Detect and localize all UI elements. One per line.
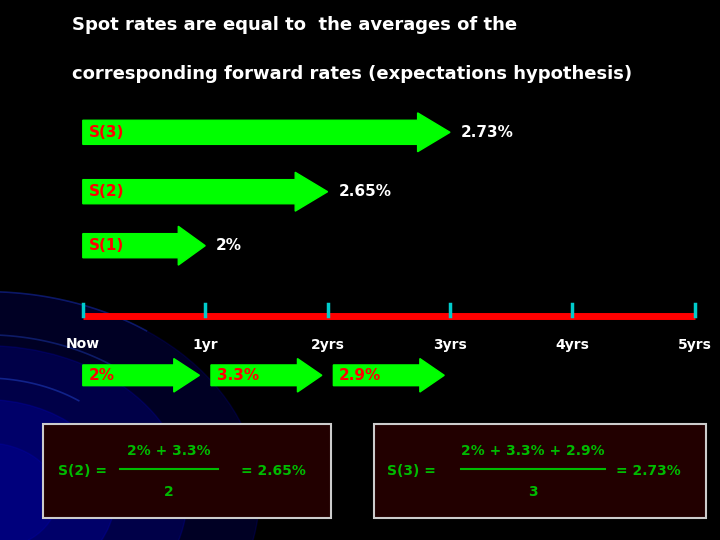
Circle shape bbox=[0, 292, 259, 540]
Circle shape bbox=[0, 400, 115, 540]
FancyArrow shape bbox=[211, 359, 322, 392]
Circle shape bbox=[0, 443, 58, 540]
FancyArrow shape bbox=[83, 113, 450, 152]
Text: S(2) =: S(2) = bbox=[58, 464, 112, 478]
Text: corresponding forward rates (expectations hypothesis): corresponding forward rates (expectation… bbox=[72, 65, 632, 83]
Text: Spot rates are equal to  the averages of the: Spot rates are equal to the averages of … bbox=[72, 16, 517, 34]
FancyArrow shape bbox=[83, 359, 199, 392]
FancyArrow shape bbox=[83, 226, 205, 265]
Text: = 2.73%: = 2.73% bbox=[616, 464, 680, 478]
Text: S(3) =: S(3) = bbox=[387, 464, 441, 478]
Text: 2yrs: 2yrs bbox=[310, 338, 345, 352]
Text: 2% + 3.3% + 2.9%: 2% + 3.3% + 2.9% bbox=[461, 444, 605, 457]
FancyBboxPatch shape bbox=[43, 424, 331, 518]
Text: 2%: 2% bbox=[89, 368, 114, 383]
Text: 2%: 2% bbox=[216, 238, 242, 253]
Text: 4yrs: 4yrs bbox=[555, 338, 590, 352]
Circle shape bbox=[0, 346, 187, 540]
FancyArrow shape bbox=[83, 172, 328, 211]
Text: 2% + 3.3%: 2% + 3.3% bbox=[127, 444, 211, 457]
Text: 2: 2 bbox=[164, 485, 174, 498]
Text: 1yr: 1yr bbox=[192, 338, 218, 352]
Text: S(1): S(1) bbox=[89, 238, 124, 253]
Text: S(2): S(2) bbox=[89, 184, 124, 199]
Text: S(3): S(3) bbox=[89, 125, 124, 140]
Text: Now: Now bbox=[66, 338, 100, 352]
FancyBboxPatch shape bbox=[374, 424, 706, 518]
Text: 3: 3 bbox=[528, 485, 538, 498]
FancyArrow shape bbox=[333, 359, 444, 392]
Text: 3yrs: 3yrs bbox=[433, 338, 467, 352]
Text: 2.65%: 2.65% bbox=[338, 184, 392, 199]
Text: 2.9%: 2.9% bbox=[339, 368, 382, 383]
Text: 5yrs: 5yrs bbox=[678, 338, 712, 352]
Text: 3.3%: 3.3% bbox=[217, 368, 259, 383]
Text: = 2.65%: = 2.65% bbox=[241, 464, 306, 478]
Text: 2.73%: 2.73% bbox=[461, 125, 513, 140]
